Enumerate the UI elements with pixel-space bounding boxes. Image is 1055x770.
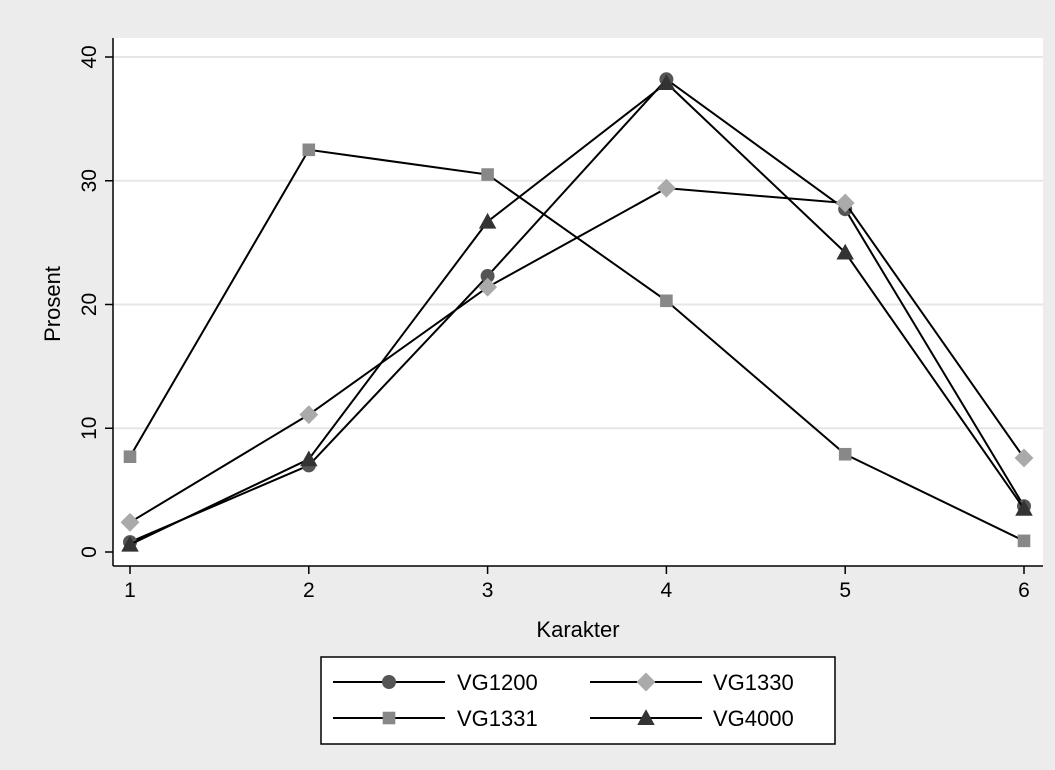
data-point xyxy=(121,535,139,552)
y-tick-label: 30 xyxy=(78,169,101,192)
legend-marker xyxy=(382,675,396,689)
legend: VG1200 VG1330 VG1331 VG4000 xyxy=(320,656,836,745)
legend-entries: VG1200 VG1330 VG1331 VG4000 xyxy=(333,670,794,731)
x-axis-title: Karakter xyxy=(536,617,619,642)
data-point xyxy=(660,294,673,308)
data-point xyxy=(1015,499,1033,516)
legend-label: VG1330 xyxy=(713,670,794,695)
legend-label: VG4000 xyxy=(713,706,794,731)
x-tick-label: 2 xyxy=(303,579,315,602)
x-tick-label: 5 xyxy=(839,579,851,602)
legend-label: VG1331 xyxy=(457,706,538,731)
data-point xyxy=(302,143,316,157)
data-point xyxy=(300,450,318,467)
y-axis-title: Prosent xyxy=(40,266,65,342)
y-tick-label: 40 xyxy=(78,45,101,68)
data-point xyxy=(836,243,854,260)
data-point xyxy=(835,193,855,213)
x-tick-label: 1 xyxy=(124,579,136,602)
data-point xyxy=(299,405,319,425)
legend-marker xyxy=(382,711,396,725)
legend-marker xyxy=(637,709,655,725)
y-tick-label: 20 xyxy=(78,293,101,316)
x-tick-label: 6 xyxy=(1018,579,1030,602)
data-point xyxy=(1014,448,1034,468)
series-line xyxy=(129,81,1025,546)
data-point xyxy=(1017,534,1031,548)
data-point xyxy=(123,450,137,464)
gridlines xyxy=(113,56,1043,430)
legend-entry: VG1330 xyxy=(590,670,794,695)
legend-label: VG1200 xyxy=(457,670,538,695)
x-tick-label: 4 xyxy=(661,579,673,602)
x-tick-label: 3 xyxy=(482,579,494,602)
ticks: 0 10 20 30 40 1 2 3 4 5 6 xyxy=(78,45,1030,602)
legend-entry: VG1331 xyxy=(333,706,538,731)
series-VG1331 xyxy=(123,143,1031,548)
data-point xyxy=(481,168,494,181)
series-VG4000 xyxy=(121,74,1033,552)
y-tick-label: 0 xyxy=(78,546,101,558)
legend-box xyxy=(320,656,836,745)
data-point xyxy=(480,269,495,284)
series-layer xyxy=(120,72,1034,552)
legend-entry: VG4000 xyxy=(590,706,794,731)
series-line xyxy=(129,77,1025,544)
y-tick-label: 10 xyxy=(78,417,101,440)
data-point xyxy=(838,447,852,461)
data-point xyxy=(478,277,498,297)
data-point xyxy=(657,74,676,90)
data-point xyxy=(120,512,140,532)
series-line xyxy=(129,148,1025,542)
legend-entry: VG1200 xyxy=(333,670,538,695)
axes xyxy=(112,38,1043,567)
data-point xyxy=(656,178,676,198)
data-point xyxy=(478,212,497,229)
legend-marker xyxy=(636,672,656,692)
